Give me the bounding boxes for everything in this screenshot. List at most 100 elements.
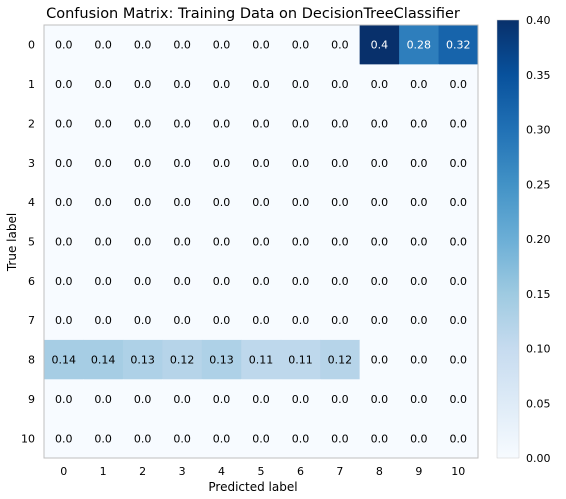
cell-value-label: 0.0 (371, 314, 389, 327)
heatmap-cell (320, 143, 361, 183)
cell-value-label: 0.0 (213, 314, 231, 327)
cell-value-label: 0.0 (94, 393, 112, 406)
cell-value-label: 0.0 (450, 432, 468, 445)
cell-value-label: 0.0 (55, 275, 73, 288)
cell-value-label: 0.0 (252, 393, 270, 406)
chart-title: Confusion Matrix: Training Data on Decis… (46, 6, 460, 22)
heatmap-cell (162, 339, 203, 380)
heatmap-cell (359, 64, 400, 105)
cell-value-label: 0.0 (252, 157, 270, 170)
cell-value-label: 0.0 (292, 393, 310, 406)
heatmap-cell (320, 221, 361, 262)
cell-value-label: 0.0 (331, 39, 349, 52)
heatmap-cell-labels: 0.0 0.0 0.0 0.0 0.0 0.0 0.0 0.0 0.4 0.28 0.32 0.0 0.… (51, 39, 470, 446)
cell-value-label: 0.14 (91, 354, 116, 367)
heatmap-cell (359, 103, 400, 144)
cell-value-label: 0.0 (450, 354, 468, 367)
heatmap-cell (162, 103, 203, 144)
heatmap-cell (44, 339, 84, 380)
x-tick-labels: 0 1 2 3 4 5 6 7 8 9 10 (60, 465, 465, 478)
x-tick-label: 10 (451, 465, 465, 478)
x-tick-label: 2 (139, 465, 146, 478)
heatmap-cell (122, 25, 163, 65)
y-tick-label: 1 (28, 78, 35, 91)
cell-value-label: 0.28 (407, 39, 432, 52)
cell-value-label: 0.0 (371, 236, 389, 249)
heatmap-cell (83, 339, 124, 380)
heatmap-cell (438, 25, 479, 65)
heatmap-cell (320, 64, 361, 105)
heatmap-cell (438, 418, 479, 459)
heatmap-cell (44, 221, 84, 262)
cell-value-label: 0.0 (134, 314, 152, 327)
y-tick-label: 5 (28, 236, 35, 249)
heatmap-cell (438, 221, 479, 262)
heatmap-cell (320, 182, 361, 223)
heatmap-cell (241, 182, 282, 223)
cell-value-label: 0.0 (55, 39, 73, 52)
heatmap-cell (359, 300, 400, 341)
heatmap-cell (241, 64, 282, 105)
y-tick-labels: 0 1 2 3 4 5 6 7 8 9 10 (21, 39, 35, 446)
heatmap-cell (44, 143, 84, 183)
heatmap-cell (241, 143, 282, 183)
heatmap-cell (241, 25, 282, 65)
cell-value-label: 0.0 (94, 39, 112, 52)
cell-value-label: 0.0 (173, 393, 191, 406)
colorbar-tick-label: 0.40 (526, 14, 551, 27)
x-axis-label: Predicted label (208, 480, 297, 494)
cell-value-label: 0.0 (371, 78, 389, 91)
cell-value-label: 0.0 (55, 117, 73, 130)
colorbar-tick-label: 0.15 (526, 288, 551, 301)
heatmap-cell (201, 143, 242, 183)
cell-value-label: 0.0 (292, 236, 310, 249)
x-tick-label: 7 (336, 465, 343, 478)
heatmap-cell (438, 379, 479, 420)
heatmap-cell (359, 379, 400, 420)
cell-value-label: 0.13 (130, 354, 155, 367)
heatmap-cell (44, 64, 84, 105)
cell-value-label: 0.0 (252, 39, 270, 52)
cell-value-label: 0.0 (94, 196, 112, 209)
heatmap-cell (359, 418, 400, 459)
heatmap-cell (241, 339, 282, 380)
cell-value-label: 0.0 (252, 314, 270, 327)
y-tick-label: 10 (21, 432, 35, 445)
cell-value-label: 0.0 (371, 354, 389, 367)
cell-value-label: 0.0 (410, 157, 428, 170)
heatmap-cell (162, 143, 203, 183)
cell-value-label: 0.0 (331, 196, 349, 209)
heatmap-cell (399, 143, 440, 183)
heatmap-cell (241, 418, 282, 459)
cell-value-label: 0.0 (331, 275, 349, 288)
heatmap-cell (280, 300, 321, 341)
colorbar-tick-label: 0.30 (526, 124, 551, 137)
cell-value-label: 0.0 (292, 78, 310, 91)
cell-value-label: 0.11 (288, 354, 313, 367)
cell-value-label: 0.0 (134, 78, 152, 91)
heatmap-cell (280, 261, 321, 302)
cell-value-label: 0.0 (331, 78, 349, 91)
cell-value-label: 0.0 (55, 196, 73, 209)
cell-value-label: 0.0 (450, 393, 468, 406)
heatmap-cell (320, 300, 361, 341)
heatmap-cell (83, 300, 124, 341)
cell-value-label: 0.0 (173, 236, 191, 249)
cell-value-label: 0.0 (252, 275, 270, 288)
heatmap-cell (162, 64, 203, 105)
colorbar-tick-label: 0.10 (526, 343, 551, 356)
heatmap-cell (83, 182, 124, 223)
heatmap-cell (280, 25, 321, 65)
cell-value-label: 0.0 (134, 236, 152, 249)
heatmap-cell (399, 103, 440, 144)
heatmap-cell (83, 143, 124, 183)
cell-value-label: 0.0 (173, 275, 191, 288)
heatmap-cell (83, 261, 124, 302)
cell-value-label: 0.4 (371, 39, 389, 52)
cell-value-label: 0.0 (55, 432, 73, 445)
cell-value-label: 0.0 (173, 432, 191, 445)
heatmap-cell (201, 103, 242, 144)
cell-value-label: 0.0 (331, 236, 349, 249)
heatmap-cell (122, 379, 163, 420)
